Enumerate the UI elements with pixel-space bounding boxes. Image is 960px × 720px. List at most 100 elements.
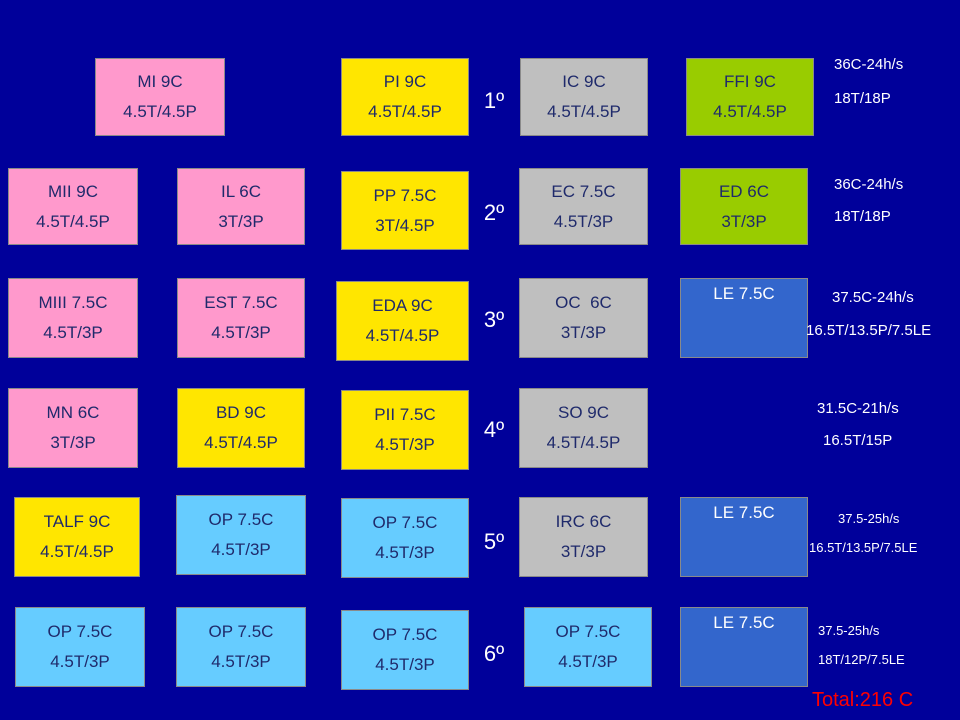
subject-box-mi: MI 9C 4.5T/4.5P: [95, 58, 225, 136]
subject-box-oc: OC 6C 3T/3P: [519, 278, 648, 358]
subject-load: 4.5T/3P: [211, 652, 271, 671]
subject-load: 4.5T/4.5P: [365, 326, 440, 345]
subject-load: 4.5T/3P: [375, 655, 435, 674]
subject-name: OP 7.5C: [208, 622, 274, 641]
year-split-2: 18T/18P: [834, 208, 891, 225]
subject-box-ic: IC 9C 4.5T/4.5P: [520, 58, 648, 136]
subject-name: IC 9C: [562, 72, 606, 91]
subject-load: 4.5T/3P: [553, 211, 614, 231]
subject-box-so: SO 9C 4.5T/4.5P: [519, 388, 648, 468]
subject-load: 3T/3P: [721, 211, 767, 231]
subject-box-mn: MN 6C 3T/3P: [8, 388, 138, 468]
subject-load: 3T/3P: [560, 323, 607, 342]
subject-load: 4.5T/3P: [375, 543, 435, 562]
subject-load: 4.5T/3P: [211, 323, 271, 342]
year-label-2: 2º: [483, 200, 505, 225]
subject-name: EDA 9C: [372, 296, 433, 315]
subject-name: IRC 6C: [555, 512, 612, 531]
subject-load: 4.5T/4.5P: [40, 542, 114, 561]
subject-box-talf: TALF 9C 4.5T/4.5P: [14, 497, 140, 577]
subject-load: 4.5T/3P: [375, 435, 435, 454]
subject-name: OP 7.5C: [208, 510, 274, 529]
year-credits-1: 36C-24h/s: [834, 56, 904, 73]
year-split-1: 18T/18P: [834, 90, 891, 107]
year-label-5: 5º: [483, 529, 505, 554]
subject-box-le-5: LE 7.5C: [680, 497, 808, 577]
subject-box-le-6: LE 7.5C: [680, 607, 808, 687]
subject-box-est: EST 7.5C 4.5T/3P: [177, 278, 305, 358]
subject-box-irc: IRC 6C 3T/3P: [519, 497, 648, 577]
subject-load: 4.5T/3P: [43, 323, 103, 342]
subject-box-op-6d: OP 7.5C 4.5T/3P: [524, 607, 652, 687]
subject-name: TALF 9C: [43, 512, 111, 531]
subject-name: OP 7.5C: [372, 625, 438, 644]
year-label-6: 6º: [483, 641, 505, 666]
subject-box-ed: ED 6C 3T/3P: [680, 168, 808, 245]
year-credits-3: 37.5C-24h/s: [832, 289, 914, 306]
subject-load: 3T/3P: [560, 542, 607, 561]
subject-box-ec: EC 7.5C 4.5T/3P: [519, 168, 648, 245]
subject-box-mii: MII 9C 4.5T/4.5P: [8, 168, 138, 245]
subject-box-pi: PI 9C 4.5T/4.5P: [341, 58, 469, 136]
subject-box-eda: EDA 9C 4.5T/4.5P: [336, 281, 469, 361]
year-label-1: 1º: [483, 88, 505, 113]
subject-box-op-6c: OP 7.5C 4.5T/3P: [341, 610, 469, 690]
subject-load: 4.5T/4.5P: [123, 102, 197, 121]
year-split-4: 16.5T/15P: [823, 432, 893, 449]
year-split-3: 16.5T/13.5P/7.5LE: [806, 322, 932, 339]
subject-name: SO 9C: [557, 403, 610, 422]
total-credits: Total:216 C: [812, 689, 914, 711]
subject-name: MIII 7.5C: [38, 293, 108, 312]
subject-name: IL 6C: [220, 181, 261, 201]
subject-name: OP 7.5C: [372, 513, 438, 532]
subject-name: ED 6C: [718, 181, 770, 201]
subject-load: 3T/3P: [218, 211, 264, 231]
year-label-3: 3º: [483, 307, 505, 332]
subject-name: EST 7.5C: [204, 293, 278, 312]
subject-load: 4.5T/4.5P: [36, 211, 110, 231]
subject-name: OP 7.5C: [47, 622, 113, 641]
subject-load: 4.5T/3P: [558, 652, 618, 671]
subject-name: MI 9C: [137, 72, 183, 91]
subject-name: BD 9C: [215, 403, 267, 422]
subject-name: EC 7.5C: [551, 181, 616, 201]
subject-box-pii: PII 7.5C 4.5T/3P: [341, 390, 469, 470]
subject-name: MN 6C: [46, 403, 100, 422]
subject-name: LE 7.5C: [713, 613, 775, 632]
year-split-5: 16.5T/13.5P/7.5LE: [809, 540, 918, 555]
subject-load: 4.5T/4.5P: [546, 433, 621, 452]
subject-load: 4.5T/4.5P: [713, 102, 787, 121]
subject-load: 3T/4.5P: [375, 215, 435, 235]
subject-box-il: IL 6C 3T/3P: [177, 168, 305, 245]
subject-box-miii: MIII 7.5C 4.5T/3P: [8, 278, 138, 358]
subject-load: 4.5T/4.5P: [547, 102, 621, 121]
subject-box-le-3: LE 7.5C: [680, 278, 808, 358]
subject-load: 4.5T/3P: [50, 652, 110, 671]
year-label-4: 4º: [483, 417, 505, 442]
subject-name: OP 7.5C: [555, 622, 621, 641]
subject-load: 4.5T/3P: [211, 540, 271, 559]
subject-name: LE 7.5C: [713, 503, 775, 522]
subject-box-op-6a: OP 7.5C 4.5T/3P: [15, 607, 145, 687]
subject-box-op-6b: OP 7.5C 4.5T/3P: [176, 607, 306, 687]
subject-load: 4.5T/4.5P: [368, 102, 442, 121]
year-split-6: 18T/12P/7.5LE: [818, 652, 905, 667]
year-credits-2: 36C-24h/s: [834, 176, 904, 193]
subject-box-op-5a: OP 7.5C 4.5T/3P: [176, 495, 306, 575]
subject-name: PP 7.5C: [373, 185, 437, 205]
subject-box-pp: PP 7.5C 3T/4.5P: [341, 171, 469, 250]
subject-box-ffi: FFI 9C 4.5T/4.5P: [686, 58, 814, 136]
subject-box-op-5b: OP 7.5C 4.5T/3P: [341, 498, 469, 578]
subject-name: PI 9C: [383, 72, 427, 91]
subject-name: LE 7.5C: [713, 284, 775, 303]
subject-name: MII 9C: [47, 181, 99, 201]
subject-load: 3T/3P: [50, 433, 96, 452]
year-credits-4: 31.5C-21h/s: [817, 400, 899, 417]
subject-load: 4.5T/4.5P: [204, 433, 278, 452]
year-credits-5: 37.5-25h/s: [838, 511, 900, 526]
subject-name: OC 6C: [555, 293, 612, 312]
subject-name: PII 7.5C: [374, 405, 436, 424]
subject-name: FFI 9C: [724, 72, 776, 91]
subject-box-bd: BD 9C 4.5T/4.5P: [177, 388, 305, 468]
year-credits-6: 37.5-25h/s: [818, 623, 880, 638]
